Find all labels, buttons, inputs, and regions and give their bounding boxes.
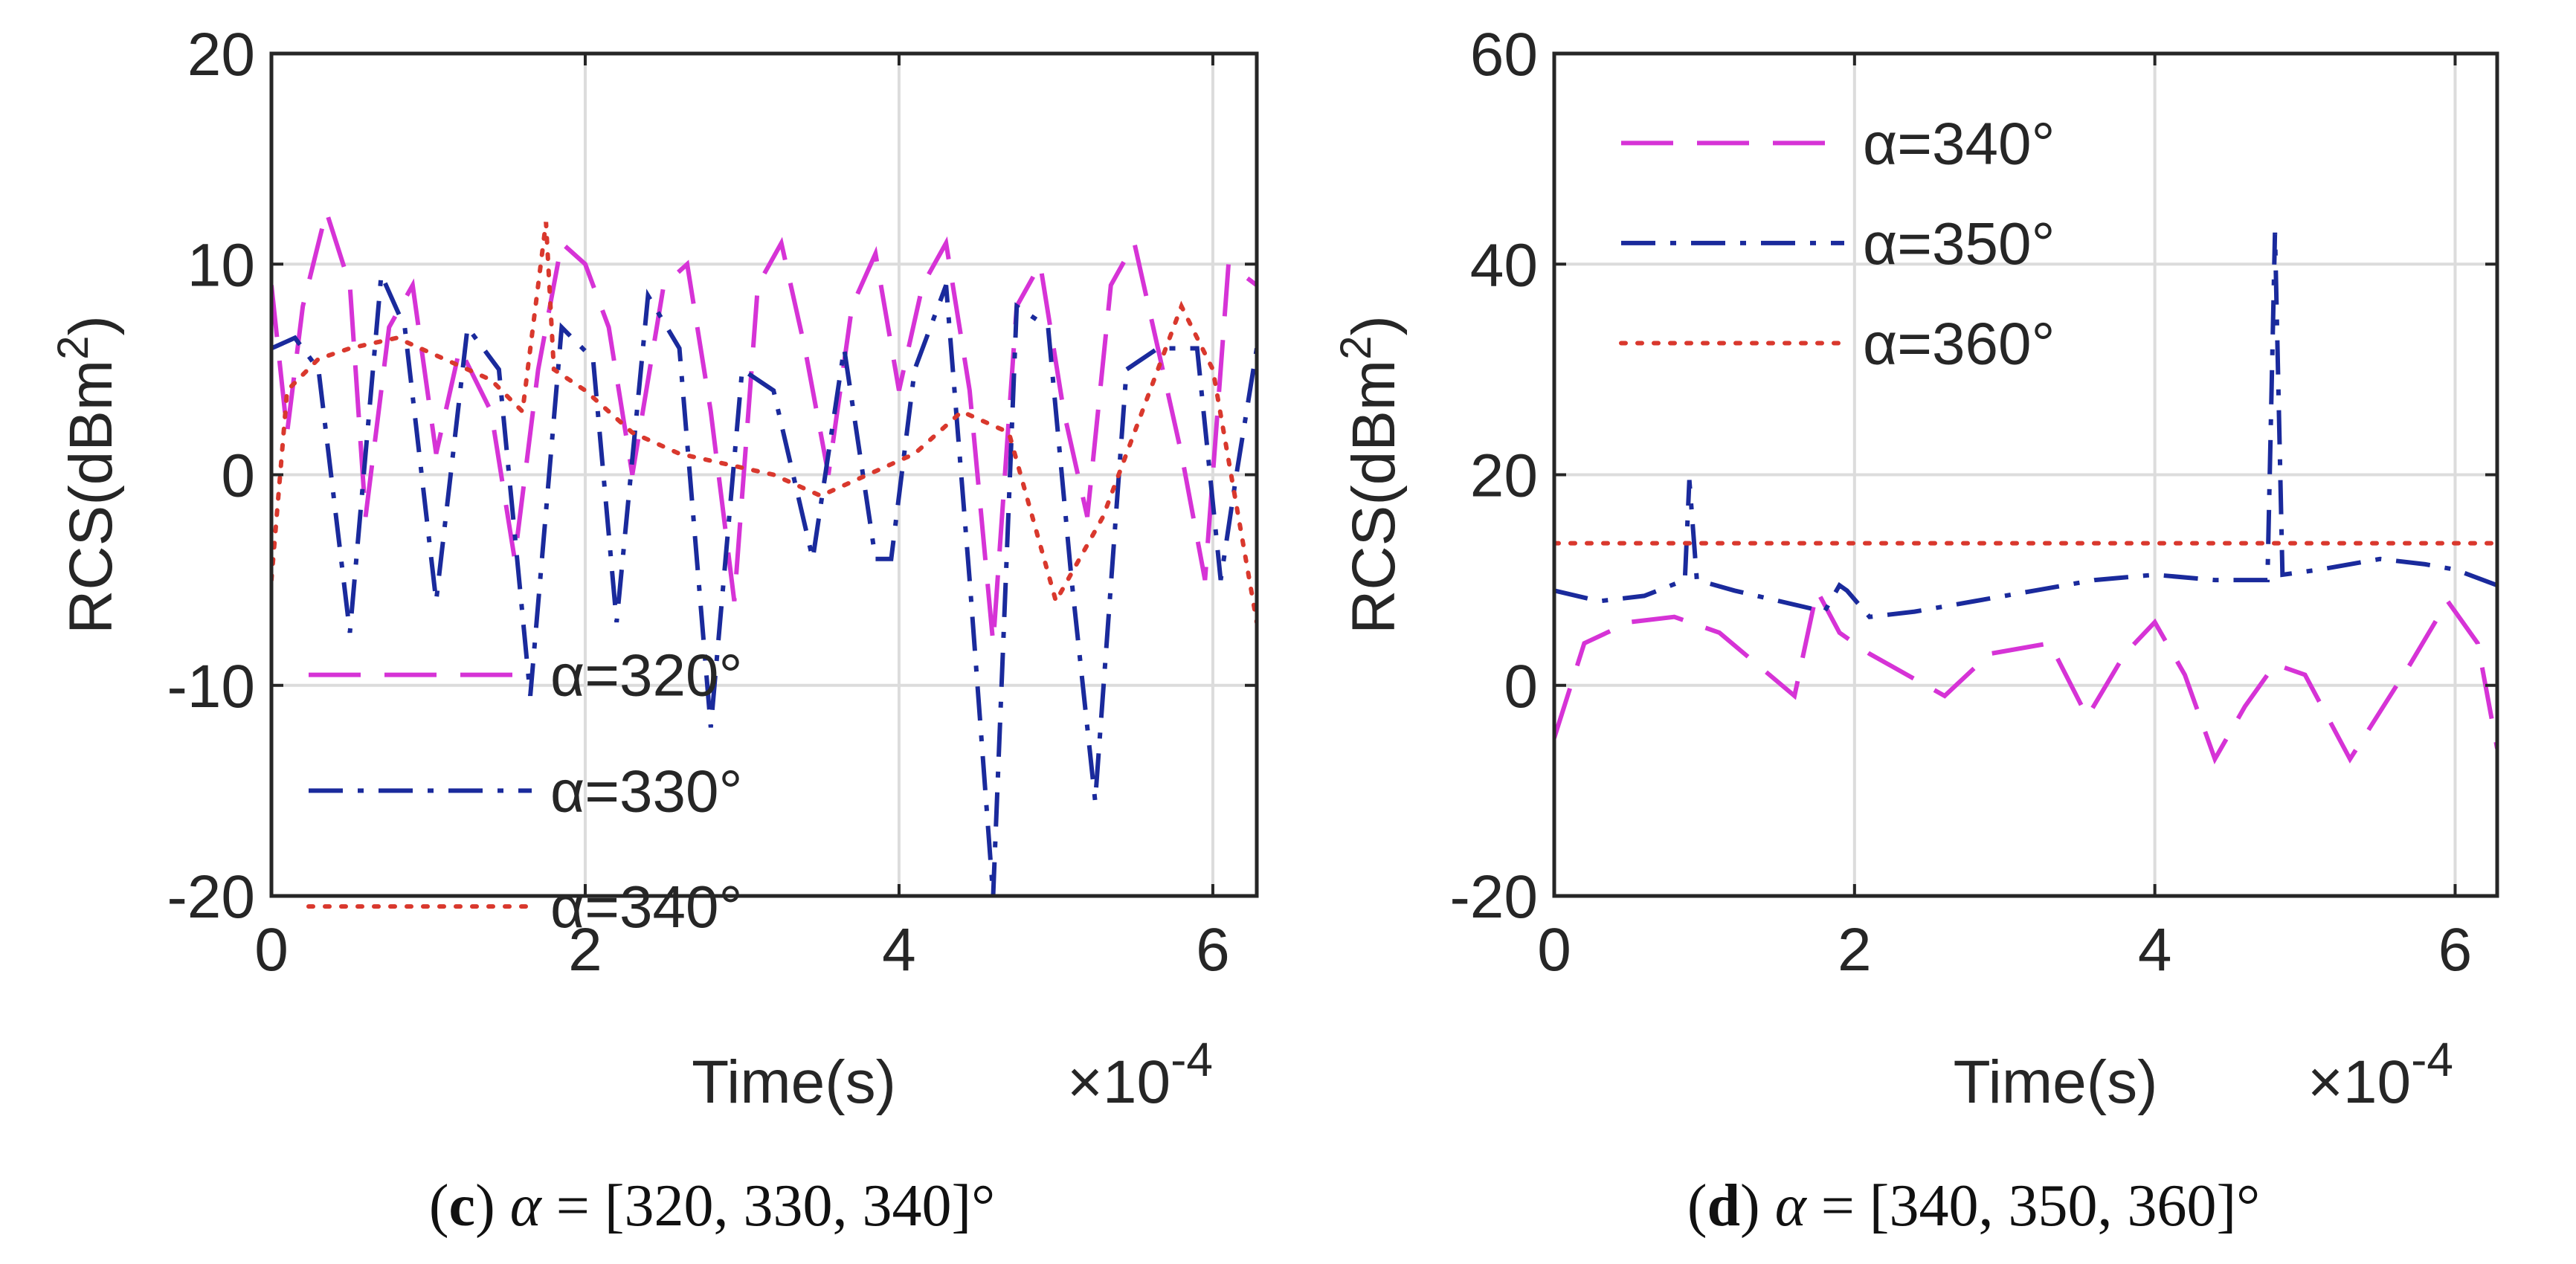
legend: α=340° α=350° α=360°	[1619, 110, 2055, 376]
y-tick-label: -10	[167, 653, 255, 720]
y-axis-label: RCS(dBm2)	[1332, 315, 1408, 634]
figure-caption: (c) α = [320, 330, 340]°	[429, 1173, 995, 1239]
series-line-α=350°	[1554, 232, 2497, 619]
y-tick-label: -20	[167, 863, 255, 931]
x-tick-label: 4	[2138, 916, 2172, 984]
x-tick-label: 2	[568, 916, 602, 984]
legend-entry: α=340°	[550, 874, 742, 940]
y-tick-label: 10	[187, 231, 255, 299]
y-tick-label: 0	[221, 442, 255, 510]
y-tick-label: 20	[1470, 442, 1538, 510]
y-axis-label: RCS(dBm2)	[49, 315, 125, 634]
series-group	[1554, 232, 2497, 765]
x-tick-label: 4	[882, 916, 916, 984]
x-axis-multiplier: ×10-4	[2308, 1033, 2453, 1116]
x-tick-label: 0	[254, 916, 289, 984]
x-tick-label: 2	[1838, 916, 1872, 984]
legend: α=320° α=330° α=340°	[306, 642, 742, 940]
y-tick-label: 60	[1470, 21, 1538, 88]
x-axis-multiplier: ×10-4	[1067, 1033, 1213, 1116]
x-axis-label: Time(s)	[692, 1048, 896, 1116]
series-line-α=340°	[271, 222, 1257, 625]
figure-caption: (d) α = [340, 350, 360]°	[1687, 1173, 2260, 1239]
x-tick-label: 6	[1196, 916, 1230, 984]
x-tick-label: 0	[1537, 916, 1571, 984]
y-tick-label: 0	[1504, 653, 1538, 720]
y-tick-label: 40	[1470, 231, 1538, 299]
legend-entry: α=340°	[1863, 110, 2055, 176]
series-group	[271, 203, 1257, 896]
legend-entry: α=360°	[1863, 310, 2055, 376]
chart-panel-c: 0 2 4 6 -20 -10 0 10 20 Time(s) ×10-4 RCS(dBm2) α=32…	[49, 21, 1259, 1239]
x-axis-label: Time(s)	[1954, 1048, 2158, 1116]
series-line-α=340°	[1554, 584, 2497, 765]
legend-entry: α=350°	[1863, 210, 2055, 277]
y-tick-label: 20	[187, 21, 255, 88]
y-tick-label: -20	[1449, 863, 1538, 931]
legend-entry: α=330°	[550, 758, 742, 824]
legend-entry: α=320°	[550, 642, 742, 709]
series-line-α=320°	[271, 203, 1257, 644]
x-tick-label: 6	[2438, 916, 2473, 984]
